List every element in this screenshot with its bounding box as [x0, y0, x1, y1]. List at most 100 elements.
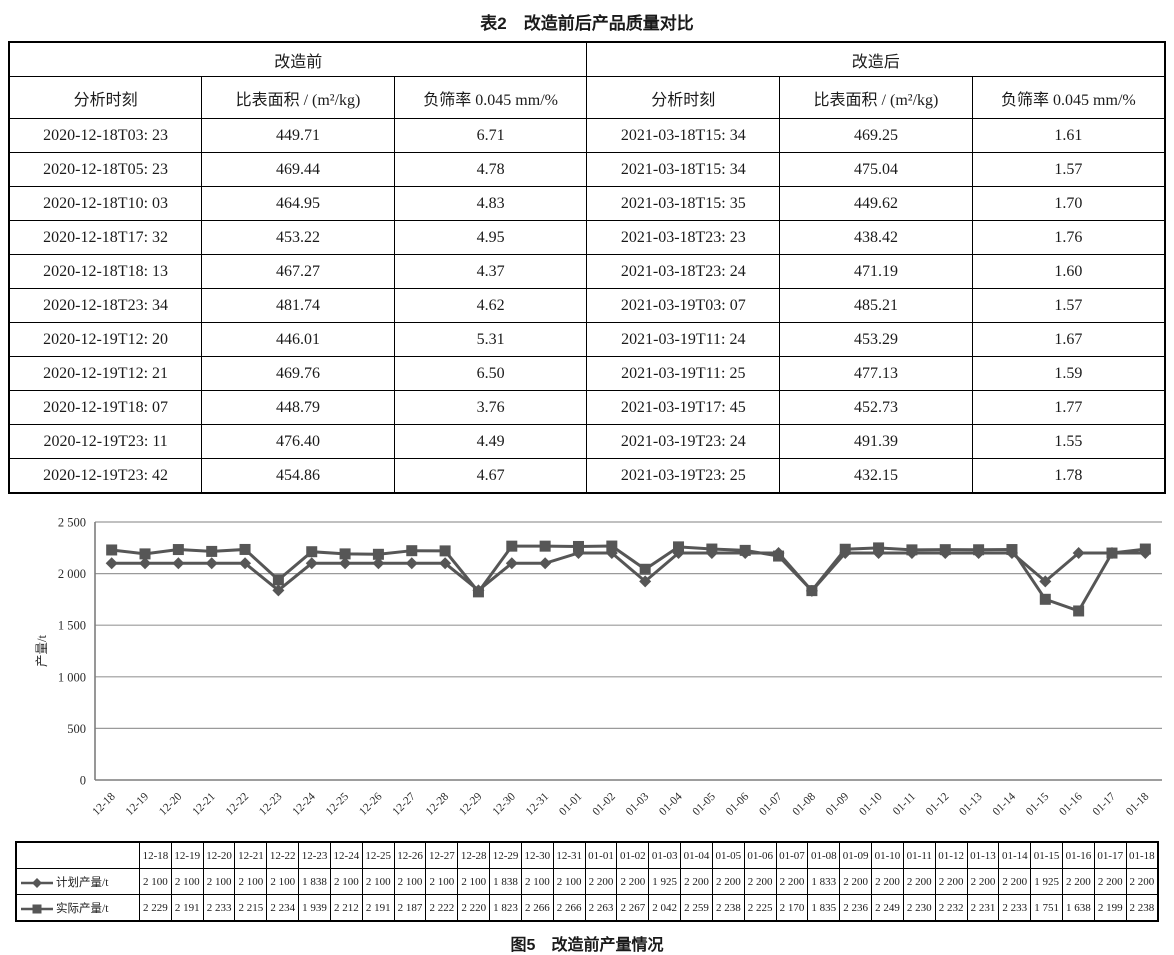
x-tick-label: 01-06 [724, 790, 752, 818]
date-header-cell: 12-20 [202, 841, 236, 869]
date-header-cell: 01-16 [1062, 841, 1095, 869]
production-value-cell: 2 259 [680, 894, 713, 922]
production-value-cell: 2 200 [1125, 868, 1159, 895]
quality-cell: 5.31 [393, 322, 588, 357]
quality-cell: 4.95 [393, 220, 588, 255]
production-value-cell: 1 925 [1030, 868, 1064, 895]
quality-row: 2020-12-18T03: 23 449.71 6.71 2021-03-18T15… [8, 118, 1166, 153]
production-value-cell: 2 215 [234, 894, 268, 922]
production-value-cell: 2 100 [425, 868, 459, 895]
production-value-cell: 1 833 [807, 868, 841, 895]
production-value-cell: 2 220 [457, 894, 491, 922]
quality-cell: 1.57 [971, 288, 1166, 323]
production-value-cell: 2 042 [648, 894, 682, 922]
production-date-header-row: 12-18 12-19 12-20 12-21 12-22 12-23 12-24 12-25… [15, 841, 1159, 869]
date-header-cell: 01-05 [711, 841, 745, 869]
quality-cell: 2021-03-18T23: 24 [586, 254, 781, 289]
production-value-cell: 2 212 [329, 894, 363, 922]
quality-cell: 2021-03-19T03: 07 [586, 288, 781, 323]
group-header-before: 改造前 [8, 41, 588, 77]
date-header-cell: 12-18 [139, 841, 172, 869]
actual-series-marker [506, 540, 518, 552]
quality-cell: 2020-12-18T03: 23 [8, 118, 203, 153]
production-value-cell: 2 187 [393, 894, 427, 922]
quality-cell: 4.67 [393, 458, 588, 494]
production-value-cell: 2 238 [711, 894, 745, 922]
quality-row: 2020-12-19T23: 11 476.40 4.49 2021-03-19T23… [8, 424, 1166, 459]
production-value-cell: 2 100 [393, 868, 427, 895]
quality-row: 2020-12-19T12: 21 469.76 6.50 2021-03-19T11… [8, 356, 1166, 391]
date-header-cell: 01-11 [902, 841, 936, 869]
production-value-cell: 2 232 [934, 894, 968, 922]
actual-series-marker [406, 545, 418, 557]
quality-cell: 467.27 [201, 254, 395, 289]
actual-series-marker [739, 544, 751, 556]
y-tick-label: 2 000 [58, 567, 86, 581]
actual-series-marker [372, 548, 384, 560]
date-header-cell: 12-24 [329, 841, 363, 869]
date-header-cell: 12-25 [361, 841, 395, 869]
production-value-cell: 2 222 [425, 894, 459, 922]
actual-series-marker [339, 548, 351, 560]
x-tick-label: 12-29 [457, 790, 485, 818]
quality-cell: 453.22 [201, 220, 395, 255]
x-tick-label: 01-12 [924, 790, 952, 818]
actual-series-marker [206, 545, 218, 557]
quality-table-body: 2020-12-18T03: 23 449.71 6.71 2021-03-18T15… [8, 118, 1166, 494]
date-header-cell: 12-21 [234, 841, 268, 869]
production-value-cell: 2 100 [234, 868, 268, 895]
x-tick-label: 01-18 [1124, 790, 1152, 818]
actual-series-marker [606, 540, 618, 552]
quality-cell: 4.83 [393, 186, 588, 221]
date-header-cell: 01-07 [775, 841, 809, 869]
actual-series-marker [839, 543, 851, 555]
x-tick-label: 12-20 [157, 790, 185, 818]
quality-cell: 2021-03-19T17: 45 [586, 390, 781, 425]
figure-caption: 图5 改造前产量情况 [510, 937, 664, 954]
col-header-ssa-after: 比表面积 / (m²/kg) [779, 76, 973, 119]
plan-series-marker [505, 557, 518, 570]
production-value-cell: 2 229 [139, 894, 172, 922]
plan-series-marker [639, 575, 652, 588]
x-tick-label: 12-24 [290, 790, 318, 818]
actual-series-marker [539, 540, 551, 552]
x-tick-label: 12-26 [357, 790, 385, 818]
date-header-cell: 01-08 [807, 841, 841, 869]
quality-cell: 1.60 [971, 254, 1166, 289]
actual-series-marker [1039, 593, 1051, 605]
date-header-cell: 01-15 [1030, 841, 1064, 869]
col-header-sieve-before: 负筛率 0.045 mm/% [393, 76, 588, 119]
actual-series-marker [1006, 544, 1018, 556]
production-value-cell: 2 100 [202, 868, 236, 895]
quality-cell: 464.95 [201, 186, 395, 221]
quality-cell: 6.50 [393, 356, 588, 391]
quality-cell: 2021-03-18T23: 23 [586, 220, 781, 255]
quality-cell: 469.25 [779, 118, 973, 153]
quality-cell: 446.01 [201, 322, 395, 357]
date-header-cell: 01-04 [680, 841, 713, 869]
quality-cell: 1.70 [971, 186, 1166, 221]
production-value-cell: 2 200 [1093, 868, 1127, 895]
actual-series-row: 实际产量/t 2 229 2 191 2 233 2 215 2 234 1 939 2 21… [15, 894, 1159, 922]
production-value-cell: 2 200 [680, 868, 713, 895]
date-header-cell: 12-19 [170, 841, 204, 869]
actual-series-marker [306, 546, 318, 558]
date-header-cell: 12-27 [425, 841, 459, 869]
x-tick-label: 12-28 [424, 790, 452, 818]
actual-series-marker [706, 543, 718, 555]
date-header-cell: 12-22 [266, 841, 300, 869]
production-value-cell: 2 233 [202, 894, 236, 922]
quality-cell: 432.15 [779, 458, 973, 494]
x-tick-label: 01-01 [557, 790, 585, 818]
production-value-cell: 2 200 [998, 868, 1032, 895]
quality-row: 2020-12-18T10: 03 464.95 4.83 2021-03-18T15… [8, 186, 1166, 221]
quality-cell: 4.49 [393, 424, 588, 459]
quality-cell: 448.79 [201, 390, 395, 425]
date-header-cell: 01-03 [648, 841, 682, 869]
quality-cell: 2020-12-18T17: 32 [8, 220, 203, 255]
quality-cell: 1.77 [971, 390, 1166, 425]
production-value-cell: 1 835 [807, 894, 841, 922]
production-value-cell: 2 267 [616, 894, 650, 922]
production-value-cell: 2 266 [552, 894, 586, 922]
